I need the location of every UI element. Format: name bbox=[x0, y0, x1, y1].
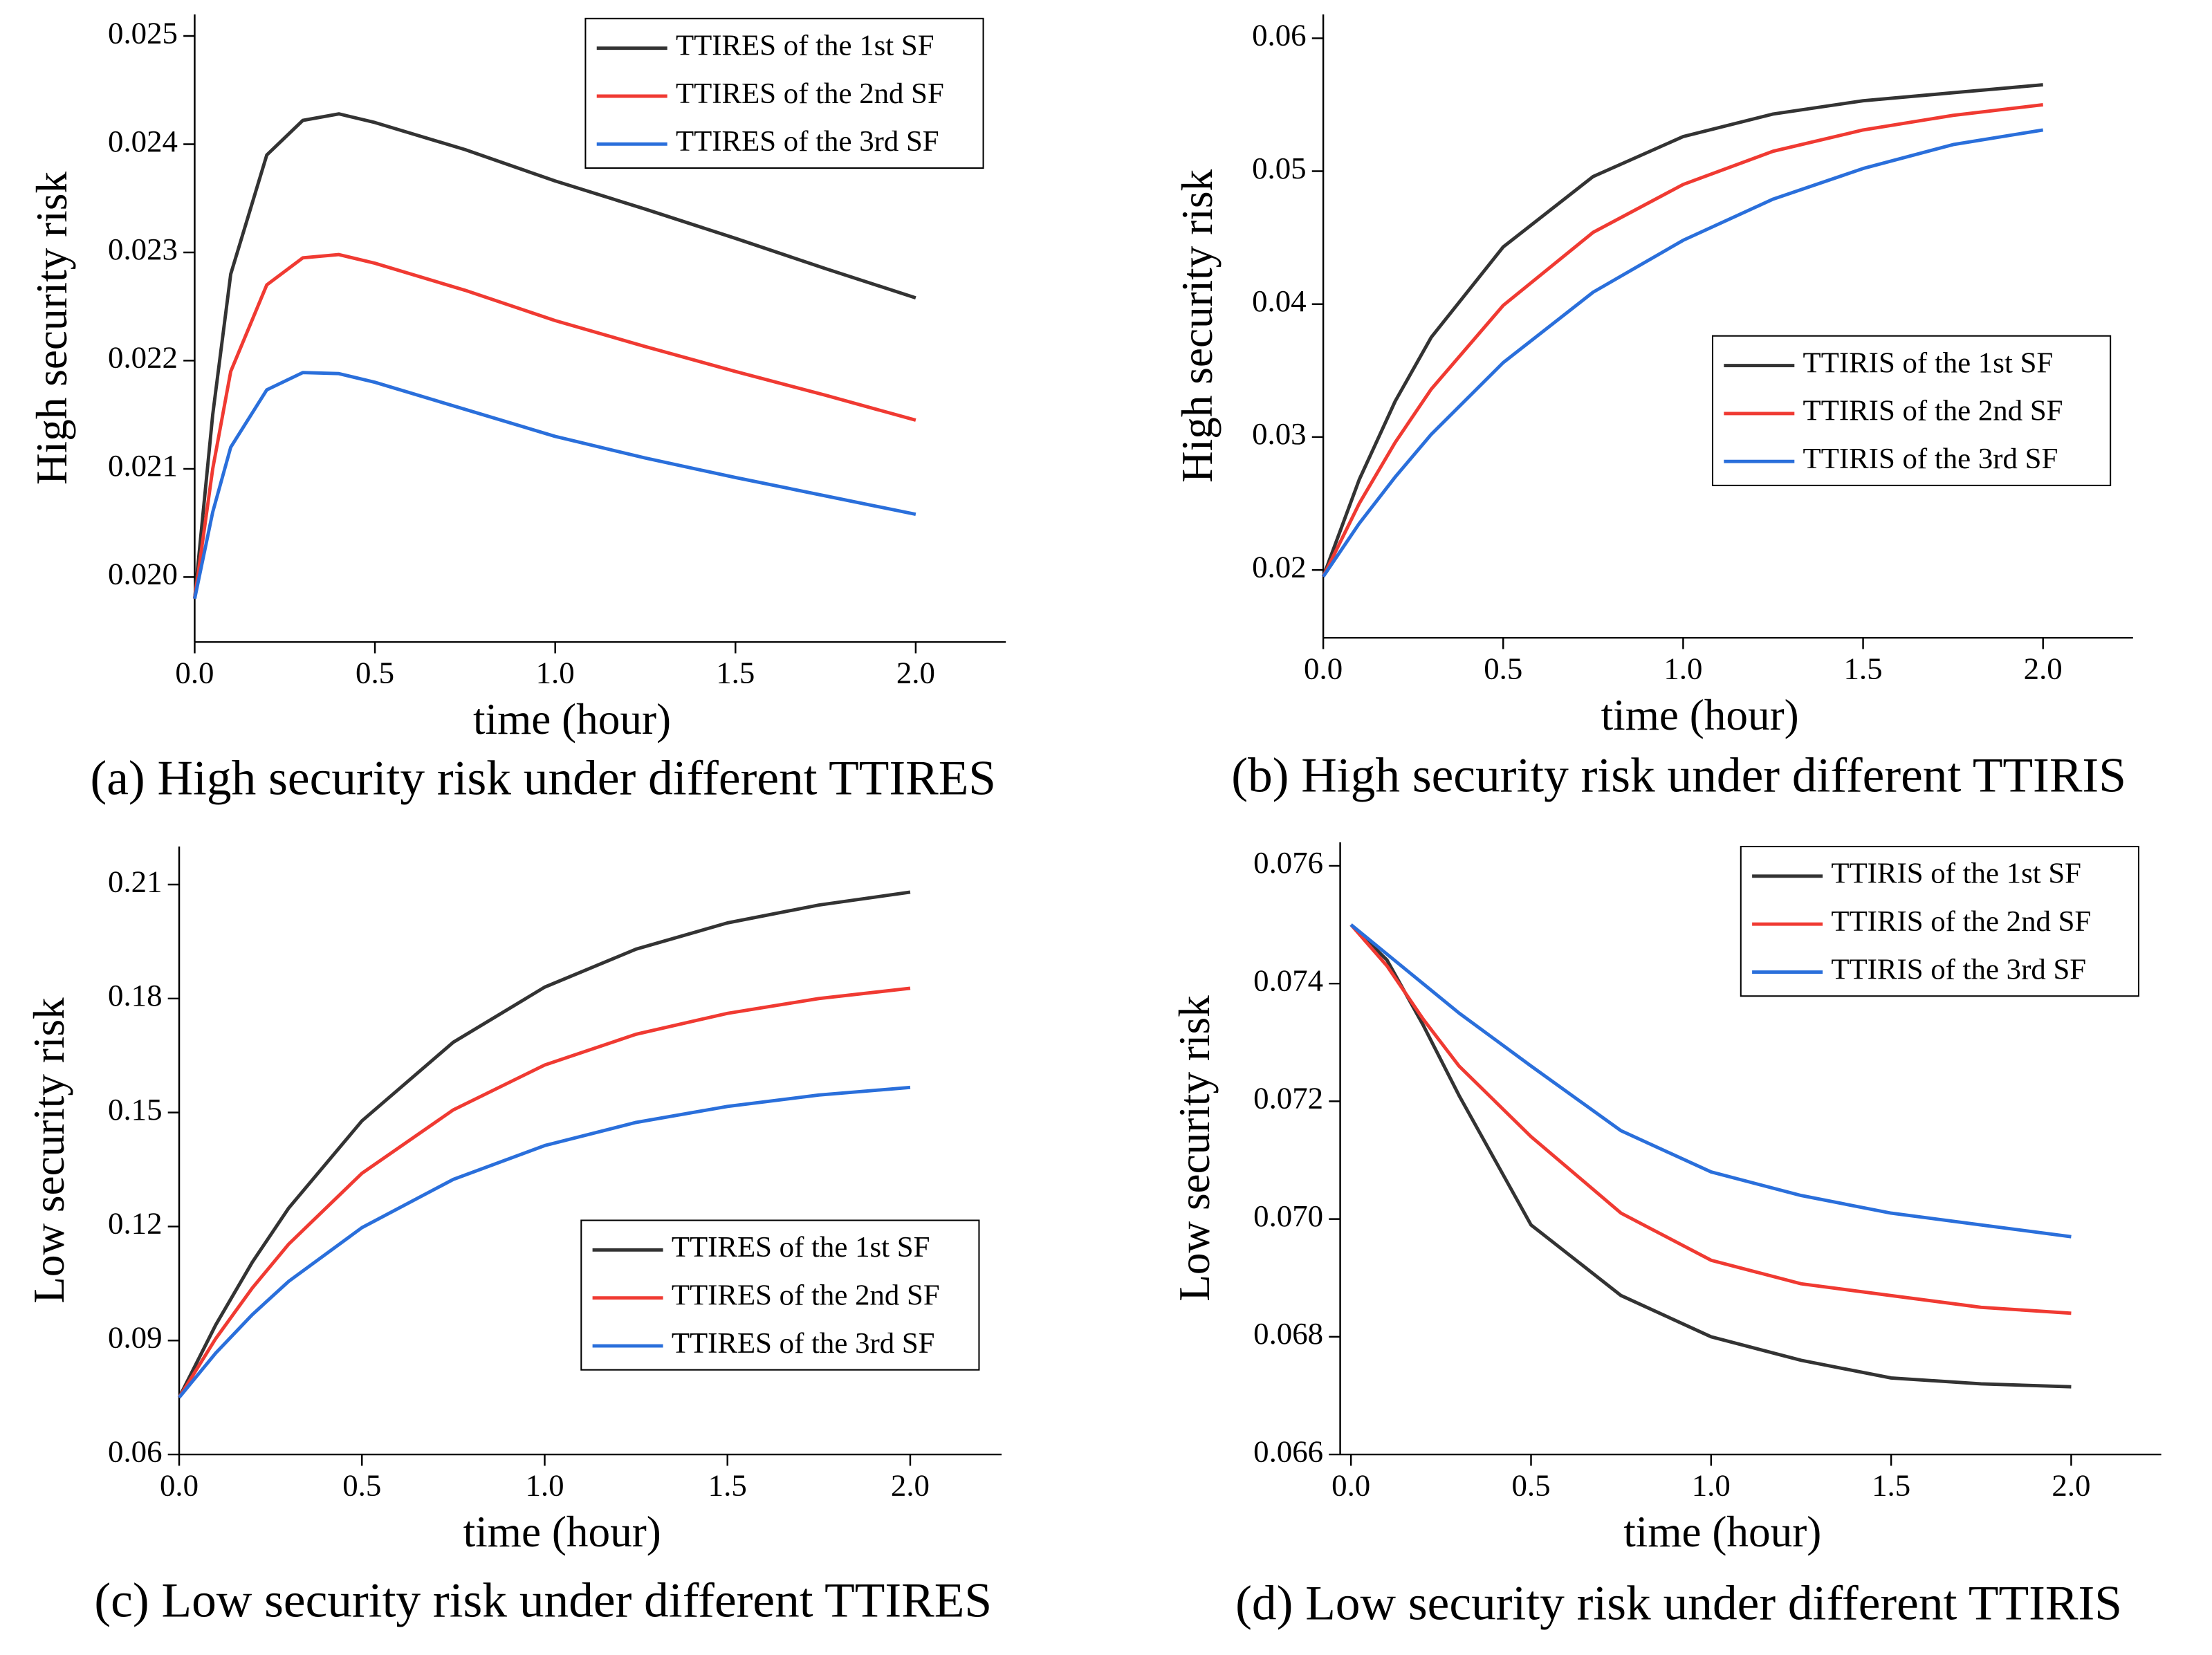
caption: (c) Low security risk under different TT… bbox=[94, 1573, 992, 1628]
x-axis-title: time (hour) bbox=[1601, 691, 1799, 739]
line-series bbox=[1349, 923, 2072, 1315]
line-series bbox=[193, 252, 916, 600]
x-axis-title: time (hour) bbox=[473, 695, 671, 743]
legend-label: TTIRES of the 2nd SF bbox=[676, 77, 944, 110]
legend-label: TTIRES of the 1st SF bbox=[676, 29, 934, 62]
panel: 0.0 0.5 1.0 1.5 2.0 0.066 0.068 0.070 0.072 0.074… bbox=[1170, 842, 2162, 1631]
y-tick-label: 0.03 bbox=[1252, 416, 1307, 451]
legend-label: TTIRIS of the 2nd SF bbox=[1831, 905, 2091, 938]
caption: (d) Low security risk under different TT… bbox=[1235, 1576, 2122, 1631]
legend-label: TTIRIS of the 1st SF bbox=[1803, 346, 2054, 379]
line-series bbox=[177, 986, 911, 1398]
x-tick-label: 1.5 bbox=[708, 1468, 747, 1502]
caption: (b) High security risk under different T… bbox=[1231, 748, 2126, 803]
y-tick-label: 0.021 bbox=[108, 448, 178, 483]
panel: 0.0 0.5 1.0 1.5 2.0 0.06 0.09 0.12 0.15 0.18 0.21 t… bbox=[25, 847, 1002, 1628]
y-tick-label: 0.023 bbox=[108, 232, 178, 266]
legend-label: TTIRES of the 1st SF bbox=[672, 1231, 930, 1264]
x-tick-label: 0.5 bbox=[1484, 651, 1522, 685]
y-axis-title: Low security risk bbox=[1170, 995, 1219, 1302]
y-tick-label: 0.02 bbox=[1252, 549, 1307, 584]
line-series bbox=[1321, 83, 2043, 577]
legend-label: TTIRIS of the 2nd SF bbox=[1803, 395, 2063, 427]
y-tick-label: 0.15 bbox=[108, 1092, 163, 1127]
line-series bbox=[193, 112, 916, 599]
legend: TTIRIS of the 1st SF TTIRIS of the 2nd SF… bbox=[1711, 335, 2112, 486]
y-axis-title: Low security risk bbox=[25, 997, 73, 1304]
legend-label: TTIRES of the 3rd SF bbox=[676, 125, 939, 158]
line-series bbox=[1322, 128, 2044, 578]
y-axis-title: High security risk bbox=[28, 172, 76, 485]
line-series bbox=[177, 890, 911, 1398]
y-tick-label: 0.020 bbox=[108, 557, 178, 591]
x-tick-label: 2.0 bbox=[896, 656, 935, 690]
caption: (a) High security risk under different T… bbox=[90, 751, 996, 806]
legend: TTIRES of the 1st SF TTIRES of the 2nd SF… bbox=[580, 1219, 980, 1371]
x-tick-label: 1.0 bbox=[1663, 651, 1702, 685]
panel: 0.0 0.5 1.0 1.5 2.0 0.02 0.03 0.04 0.05 0.06 time … bbox=[1173, 14, 2133, 803]
x-tick-label: 0.0 bbox=[160, 1468, 199, 1502]
x-tick-label: 1.5 bbox=[1872, 1468, 1910, 1502]
x-axis-title: time (hour) bbox=[463, 1508, 661, 1556]
y-tick-label: 0.04 bbox=[1252, 284, 1307, 318]
x-tick-label: 2.0 bbox=[2024, 651, 2063, 685]
line-series bbox=[1349, 923, 2072, 1239]
x-tick-label: 1.0 bbox=[1692, 1468, 1731, 1502]
y-tick-label: 0.18 bbox=[108, 978, 163, 1013]
y-tick-label: 0.076 bbox=[1253, 845, 1323, 880]
x-tick-label: 1.5 bbox=[1844, 651, 1883, 685]
y-tick-label: 0.12 bbox=[108, 1206, 163, 1241]
x-tick-label: 0.5 bbox=[1511, 1468, 1550, 1502]
y-tick-label: 0.024 bbox=[108, 124, 178, 158]
x-tick-label: 0.5 bbox=[342, 1468, 381, 1502]
y-tick-label: 0.06 bbox=[1252, 18, 1307, 53]
x-tick-label: 0.0 bbox=[1304, 651, 1343, 685]
y-tick-label: 0.074 bbox=[1253, 963, 1323, 997]
x-tick-label: 0.0 bbox=[1331, 1468, 1370, 1502]
y-tick-label: 0.072 bbox=[1253, 1081, 1323, 1116]
y-tick-label: 0.06 bbox=[108, 1434, 163, 1468]
panel: 0.0 0.5 1.0 1.5 2.0 0.020 0.021 0.022 0.023 0.024… bbox=[28, 14, 1006, 806]
y-tick-label: 0.068 bbox=[1253, 1316, 1323, 1351]
y-tick-label: 0.05 bbox=[1252, 151, 1307, 185]
legend: TTIRES of the 1st SF TTIRES of the 2nd SF… bbox=[584, 17, 984, 169]
line-series bbox=[178, 1085, 911, 1399]
line-series bbox=[193, 371, 916, 600]
legend-label: TTIRIS of the 3rd SF bbox=[1831, 953, 2086, 986]
y-tick-label: 0.070 bbox=[1253, 1199, 1323, 1233]
legend-label: TTIRES of the 3rd SF bbox=[672, 1327, 935, 1360]
x-axis-title: time (hour) bbox=[1623, 1508, 1821, 1556]
x-tick-label: 2.0 bbox=[891, 1468, 930, 1502]
line-series bbox=[1321, 102, 2043, 577]
y-tick-label: 0.022 bbox=[108, 340, 178, 375]
legend-label: TTIRIS of the 3rd SF bbox=[1803, 443, 2058, 475]
legend-label: TTIRIS of the 1st SF bbox=[1831, 858, 2081, 890]
x-tick-label: 0.0 bbox=[175, 656, 214, 690]
y-tick-label: 0.21 bbox=[108, 864, 163, 898]
x-tick-label: 2.0 bbox=[2052, 1468, 2090, 1502]
x-tick-label: 1.0 bbox=[525, 1468, 564, 1502]
legend: TTIRIS of the 1st SF TTIRIS of the 2nd SF… bbox=[1740, 846, 2139, 997]
x-tick-label: 1.0 bbox=[536, 656, 575, 690]
y-tick-label: 0.09 bbox=[108, 1320, 163, 1355]
legend-box bbox=[1711, 335, 2112, 486]
x-tick-label: 0.5 bbox=[356, 656, 394, 690]
y-tick-label: 0.066 bbox=[1253, 1434, 1323, 1468]
y-axis-title: High security risk bbox=[1173, 169, 1222, 483]
legend-label: TTIRES of the 2nd SF bbox=[672, 1279, 940, 1312]
y-tick-label: 0.025 bbox=[108, 15, 178, 50]
x-tick-label: 1.5 bbox=[716, 656, 755, 690]
